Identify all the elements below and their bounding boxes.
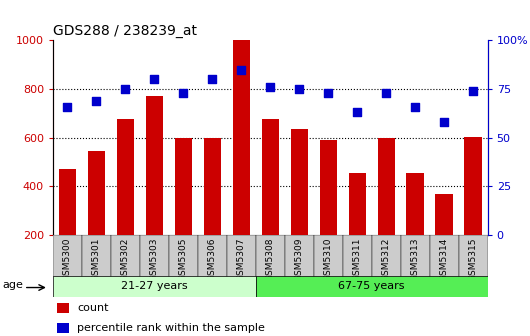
Bar	[204, 138, 221, 235]
Bar	[349, 173, 366, 235]
Bar	[256, 235, 285, 277]
Point	[92, 98, 101, 103]
Bar	[401, 235, 430, 277]
Bar	[290, 129, 308, 235]
Point	[324, 90, 332, 96]
Bar	[111, 235, 140, 277]
Text: 21-27 years: 21-27 years	[121, 282, 188, 291]
Bar	[53, 276, 256, 297]
Bar	[314, 235, 343, 277]
Text: GSM5305: GSM5305	[179, 237, 188, 281]
Point	[295, 86, 304, 92]
Bar	[175, 138, 192, 235]
Bar	[169, 235, 198, 277]
Text: GSM5303: GSM5303	[150, 237, 159, 281]
Bar	[227, 235, 256, 277]
Bar	[285, 235, 314, 277]
Text: GSM5313: GSM5313	[411, 237, 420, 281]
Text: age: age	[3, 280, 23, 290]
Text: 67-75 years: 67-75 years	[339, 282, 405, 291]
Point	[121, 86, 130, 92]
Text: GSM5301: GSM5301	[92, 237, 101, 281]
Bar	[82, 235, 111, 277]
Text: GSM5302: GSM5302	[121, 237, 130, 281]
Point	[237, 67, 245, 72]
Bar	[198, 235, 227, 277]
Bar	[53, 235, 82, 277]
Point	[382, 90, 391, 96]
Point	[208, 77, 217, 82]
Bar	[436, 194, 453, 235]
Point	[469, 88, 478, 94]
Bar	[464, 136, 482, 235]
Bar	[59, 169, 76, 235]
Point	[353, 110, 361, 115]
Point	[411, 104, 419, 109]
Point	[266, 84, 275, 90]
Bar	[57, 323, 69, 333]
Bar	[146, 96, 163, 235]
Bar	[372, 235, 401, 277]
Point	[179, 90, 188, 96]
Text: GSM5311: GSM5311	[353, 237, 361, 281]
Bar	[430, 235, 458, 277]
Bar	[256, 276, 488, 297]
Bar	[57, 303, 69, 313]
Bar	[117, 120, 134, 235]
Bar	[407, 173, 424, 235]
Text: GSM5314: GSM5314	[440, 237, 448, 281]
Text: GSM5307: GSM5307	[237, 237, 246, 281]
Bar	[262, 120, 279, 235]
Text: GSM5309: GSM5309	[295, 237, 304, 281]
Point	[63, 104, 72, 109]
Text: GSM5306: GSM5306	[208, 237, 217, 281]
Text: count: count	[77, 303, 109, 313]
Bar	[458, 235, 488, 277]
Point	[440, 120, 448, 125]
Bar	[320, 140, 337, 235]
Text: GSM5312: GSM5312	[382, 237, 391, 281]
Text: GSM5315: GSM5315	[469, 237, 478, 281]
Text: GSM5300: GSM5300	[63, 237, 72, 281]
Bar	[343, 235, 372, 277]
Bar	[140, 235, 169, 277]
Bar	[377, 138, 395, 235]
Text: percentile rank within the sample: percentile rank within the sample	[77, 323, 265, 333]
Text: GDS288 / 238239_at: GDS288 / 238239_at	[53, 24, 197, 38]
Text: GSM5310: GSM5310	[324, 237, 333, 281]
Point	[150, 77, 158, 82]
Text: GSM5308: GSM5308	[266, 237, 275, 281]
Bar	[233, 40, 250, 235]
Bar	[88, 151, 105, 235]
